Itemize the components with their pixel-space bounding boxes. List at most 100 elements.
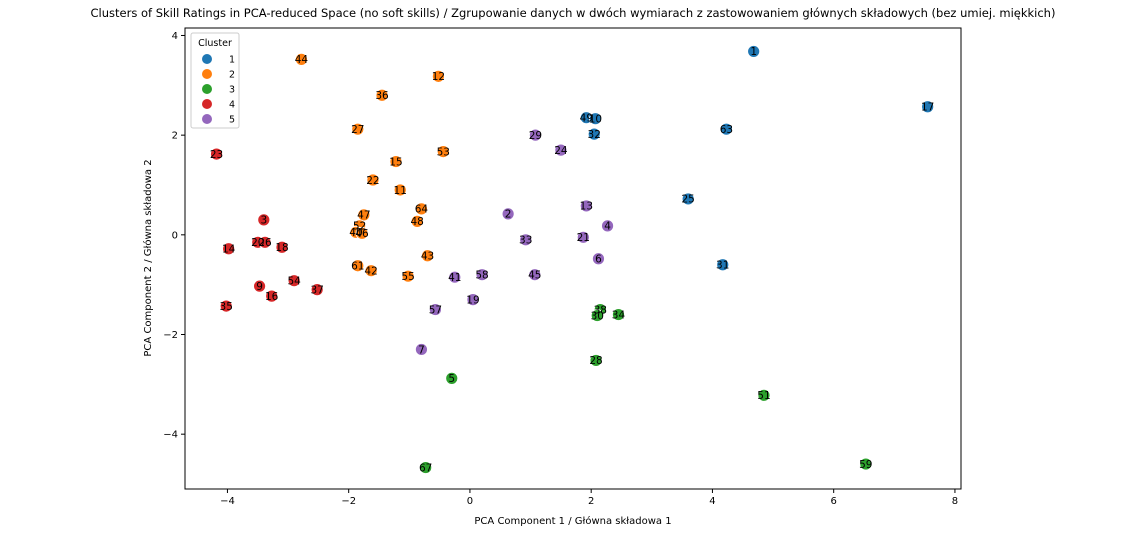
plot-area [184, 27, 962, 490]
data-point-cluster-5 [466, 293, 480, 307]
point-label: 23 [210, 149, 223, 161]
data-point-cluster-2 [357, 208, 371, 222]
legend-marker [202, 69, 212, 79]
legend-marker [202, 84, 212, 94]
data-point-cluster-5 [528, 268, 542, 282]
point-label: 33 [519, 235, 532, 247]
point-label: 37 [310, 284, 323, 296]
point-label: 18 [275, 242, 288, 254]
data-point-cluster-3 [419, 461, 433, 474]
data-point-cluster-2 [364, 264, 378, 278]
point-label: 11 [394, 185, 407, 197]
data-point-cluster-2 [410, 214, 424, 228]
point-label: 34 [612, 309, 626, 321]
x-tick-label: 8 [952, 496, 958, 507]
data-point-cluster-1 [921, 100, 935, 114]
point-label: 54 [287, 275, 301, 287]
point-label: 53 [437, 146, 450, 158]
point-label: 13 [580, 201, 593, 213]
data-point-cluster-4 [275, 240, 289, 254]
point-label: 7 [418, 344, 425, 356]
point-label: 43 [421, 251, 434, 263]
data-point-cluster-3 [757, 388, 771, 402]
data-point-cluster-2 [294, 52, 308, 66]
x-tick-label: 4 [709, 496, 715, 507]
data-point-cluster-2 [351, 122, 365, 136]
y-tick-label: 0 [172, 230, 178, 241]
x-tick-label: 0 [467, 496, 473, 507]
point-label: 61 [351, 261, 364, 273]
data-point-cluster-5 [501, 207, 515, 221]
data-point-cluster-4 [287, 274, 301, 288]
point-label: 16 [265, 291, 279, 303]
point-label: 52 [353, 221, 366, 233]
y-tick-label: −4 [163, 430, 178, 441]
point-label: 31 [716, 260, 729, 272]
point-label: 67 [419, 462, 432, 474]
point-label: 42 [364, 266, 377, 278]
data-point-cluster-2 [415, 202, 428, 216]
data-point-cluster-2 [401, 269, 415, 283]
point-label: 58 [475, 269, 488, 281]
point-label: 3 [260, 215, 267, 227]
legend: Cluster 1 2 3 4 5 [190, 32, 240, 129]
data-point-cluster-4 [265, 289, 279, 303]
point-label: 41 [448, 272, 461, 284]
point-label: 2 [505, 209, 512, 221]
point-label: 25 [682, 194, 695, 206]
y-tick-label: 4 [172, 31, 178, 42]
data-point-cluster-1 [716, 258, 730, 272]
data-point-cluster-4 [258, 235, 272, 249]
data-point-cluster-5 [554, 143, 568, 157]
data-point-cluster-5 [529, 128, 542, 142]
data-point-cluster-4 [219, 299, 233, 313]
data-point-cluster-5 [601, 219, 614, 233]
point-label: 15 [389, 156, 402, 168]
legend-label: 2 [229, 70, 235, 81]
legend-marker [202, 54, 212, 64]
y-axis-title: PCA Component 2 / Główna składowa 2 [142, 159, 154, 356]
data-point-cluster-3 [859, 457, 873, 471]
point-label: 30 [591, 310, 604, 322]
data-point-cluster-2 [366, 173, 380, 187]
point-label: 27 [351, 124, 364, 136]
x-tick-label: −4 [220, 496, 235, 507]
data-point-cluster-4 [222, 242, 236, 256]
point-label: 47 [357, 210, 370, 222]
x-tick-label: 2 [588, 496, 594, 507]
point-label: 35 [220, 301, 233, 313]
point-label: 36 [375, 90, 389, 102]
point-label: 63 [720, 124, 733, 136]
point-label: 48 [411, 216, 424, 228]
point-label: 17 [921, 102, 934, 114]
point-label: 5 [448, 373, 455, 385]
data-point-cluster-5 [576, 230, 590, 244]
data-point-cluster-5 [475, 268, 489, 282]
data-point-cluster-2 [432, 69, 445, 83]
x-tick-label: −2 [341, 496, 356, 507]
x-axis: −4 −2 0 2 4 6 8 [220, 489, 958, 507]
point-label: 38 [594, 304, 607, 316]
data-point-cluster-2 [421, 249, 434, 263]
point-label: 44 [295, 54, 309, 66]
data-point-cluster-2 [436, 145, 450, 158]
y-tick-label: −2 [163, 330, 178, 341]
data-point-cluster-1 [747, 45, 761, 58]
data-point-cluster-2 [355, 226, 369, 240]
point-label: 26 [258, 237, 272, 249]
point-label: 49 [580, 113, 593, 125]
legend-marker [202, 114, 212, 124]
point-label: 1 [750, 46, 757, 58]
point-label: 40 [349, 227, 362, 239]
point-label: 22 [366, 175, 379, 187]
data-point-cluster-5 [428, 303, 442, 316]
data-point-cluster-5 [592, 252, 605, 266]
point-label: 45 [528, 269, 541, 281]
point-label: 21 [577, 232, 590, 244]
legend-label: 4 [229, 100, 235, 111]
point-label: 46 [355, 228, 369, 240]
y-tick-label: 2 [172, 131, 178, 142]
data-point-cluster-2 [351, 259, 365, 273]
